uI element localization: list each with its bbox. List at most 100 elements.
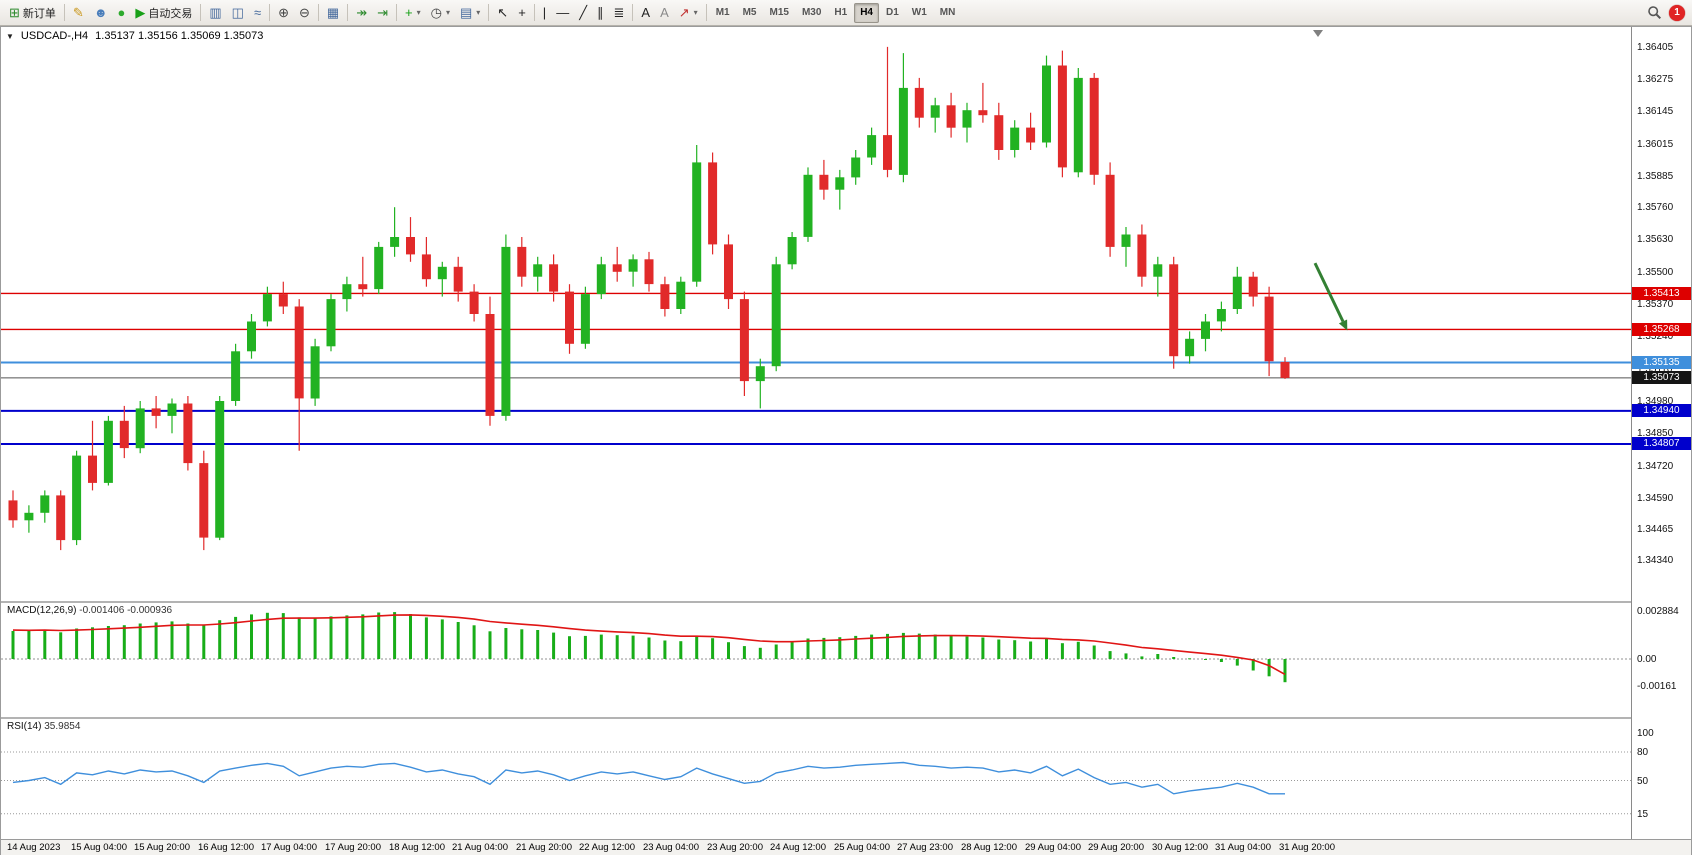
price-tick: 1.36145: [1637, 106, 1674, 117]
trendline-button[interactable]: ╱: [574, 2, 592, 24]
new-order-button[interactable]: ⊞ 新订单: [4, 2, 61, 24]
timeframe-button-m15[interactable]: M15: [764, 3, 795, 23]
toolbar-separator: [317, 4, 319, 21]
price-tick: 1.36405: [1637, 42, 1674, 53]
timeframe-button-w1[interactable]: W1: [906, 3, 933, 23]
periods-button[interactable]: ◷ ▾: [426, 2, 455, 24]
time-axis-label: 25 Aug 04:00: [834, 842, 890, 853]
timeframe-button-mn[interactable]: MN: [934, 3, 962, 23]
price-line-label: 1.35073: [1632, 371, 1691, 384]
bar-chart-button[interactable]: ▥: [204, 2, 226, 24]
price-tick: 1.34850: [1637, 428, 1674, 439]
cursor-button[interactable]: ↖: [492, 2, 513, 24]
text-button[interactable]: A: [636, 2, 655, 24]
search-icon[interactable]: [1647, 5, 1662, 20]
rsi-axis-label: 80: [1637, 747, 1649, 758]
templates-icon: ▤: [459, 5, 473, 20]
crosshair-icon: +: [518, 5, 526, 20]
price-axis[interactable]: 1.36405 1.36275 1.36145 1.36015 1.35885 1.357…: [1631, 27, 1691, 839]
time-axis-label: 21 Aug 20:00: [516, 842, 572, 853]
price-tick: 1.34980: [1637, 396, 1674, 407]
price-tick: 1.34720: [1637, 461, 1674, 472]
text-icon: A: [641, 5, 651, 20]
time-axis-label: 16 Aug 12:00: [198, 842, 254, 853]
auto-scroll-icon: ↠: [356, 5, 368, 20]
time-axis-label: 24 Aug 12:00: [770, 842, 826, 853]
macd-label: MACD(12,26,9) -0.001406 -0.000936: [7, 605, 173, 616]
line-chart-button[interactable]: ≈: [249, 2, 266, 24]
time-axis-label: 30 Aug 12:00: [1152, 842, 1208, 853]
toolbar-right-group: 1: [1647, 4, 1688, 21]
notification-badge[interactable]: 1: [1669, 4, 1685, 21]
metaeditor-icon: ✎: [72, 5, 84, 20]
price-line-label: 1.34807: [1632, 437, 1691, 450]
price-tick: 1.34465: [1637, 524, 1674, 535]
macd-plot[interactable]: [1, 603, 1631, 717]
text-label-button[interactable]: A: [655, 2, 674, 24]
timeframe-button-d1[interactable]: D1: [880, 3, 905, 23]
price-line-label: 1.35135: [1632, 356, 1691, 369]
metaeditor-button[interactable]: ✎: [68, 2, 89, 24]
chart-ohlc-values: 1.35137 1.35156 1.35069 1.35073: [95, 30, 264, 42]
macd-axis-label: -0.00161: [1637, 681, 1677, 692]
time-axis-label: 23 Aug 04:00: [643, 842, 699, 853]
support-button[interactable]: ☻: [89, 2, 113, 24]
zoom-in-button[interactable]: ⊕: [273, 2, 294, 24]
time-axis-label: 29 Aug 20:00: [1088, 842, 1144, 853]
time-axis-label: 14 Aug 2023: [7, 842, 61, 853]
timeframe-button-m30[interactable]: M30: [796, 3, 827, 23]
price-tick: 1.35110: [1637, 364, 1673, 375]
dropdown-caret-icon: ▾: [445, 8, 450, 17]
bar-chart-icon: ▥: [209, 5, 222, 20]
chart-symbol-menu-icon[interactable]: ▼: [6, 31, 14, 41]
arrows-button[interactable]: ↗ ▾: [674, 2, 703, 24]
dropdown-caret-icon: ▾: [693, 8, 698, 17]
macd-axis-label: 0.002884: [1637, 606, 1679, 617]
candlestick-chart-button[interactable]: ◫: [227, 2, 249, 24]
price-tick: 1.34590: [1637, 493, 1674, 504]
timeframe-button-m1[interactable]: M1: [710, 3, 736, 23]
indicators-icon: +: [405, 5, 413, 20]
dropdown-caret-icon: ▾: [476, 8, 481, 17]
time-axis[interactable]: 14 Aug 2023 15 Aug 04:00 15 Aug 20:00 16 Au…: [1, 839, 1691, 855]
line-chart-icon: ≈: [253, 5, 262, 20]
channel-button[interactable]: ∥: [592, 2, 609, 24]
timeframe-button-m5[interactable]: M5: [737, 3, 763, 23]
time-axis-label: 23 Aug 20:00: [707, 842, 763, 853]
new-order-icon: ⊞: [9, 5, 20, 20]
macd-panel-resize-handle[interactable]: [1, 601, 1691, 603]
crosshair-button[interactable]: +: [513, 2, 531, 24]
time-axis-label: 31 Aug 20:00: [1279, 842, 1335, 853]
price-tick: 1.35630: [1637, 234, 1674, 245]
tile-windows-button[interactable]: ▦: [322, 2, 344, 24]
rsi-plot[interactable]: [1, 719, 1631, 839]
timeframe-button-h1[interactable]: H1: [828, 3, 853, 23]
support-icon: ☻: [93, 5, 108, 20]
templates-button[interactable]: ▤ ▾: [455, 2, 485, 24]
chart-title: ▼ USDCAD-,H4 1.35137 1.35156 1.35069 1.3…: [6, 30, 263, 42]
chart-shift-button[interactable]: ⇥: [372, 2, 393, 24]
horizontal-line-button[interactable]: —: [551, 2, 574, 24]
price-line-label: 1.35268: [1632, 323, 1691, 336]
zoom-out-button[interactable]: ⊖: [294, 2, 315, 24]
zoom-in-icon: ⊕: [278, 5, 289, 20]
indicators-button[interactable]: + ▾: [400, 2, 426, 24]
community-button[interactable]: ●: [113, 2, 131, 24]
time-axis-label: 17 Aug 04:00: [261, 842, 317, 853]
arrow-annotation[interactable]: [1313, 262, 1348, 331]
price-tick: 1.35240: [1637, 331, 1674, 342]
time-axis-label: 21 Aug 04:00: [452, 842, 508, 853]
time-axis-label: 18 Aug 12:00: [389, 842, 445, 853]
auto-scroll-button[interactable]: ↠: [351, 2, 372, 24]
candlestick-plot[interactable]: [1, 27, 1631, 601]
fibonacci-button[interactable]: ≣: [609, 2, 630, 24]
rsi-panel-resize-handle[interactable]: [1, 717, 1691, 719]
autotrading-button[interactable]: ▶ 自动交易: [130, 2, 197, 24]
toolbar-separator: [396, 4, 398, 21]
vertical-line-button[interactable]: |: [538, 2, 551, 24]
chart-shift-marker-icon[interactable]: [1313, 30, 1323, 37]
timeframe-button-h4[interactable]: H4: [854, 2, 879, 23]
tile-windows-icon: ▦: [326, 5, 340, 20]
price-tick: 1.35760: [1637, 202, 1674, 213]
price-tick: 1.35500: [1637, 267, 1674, 278]
